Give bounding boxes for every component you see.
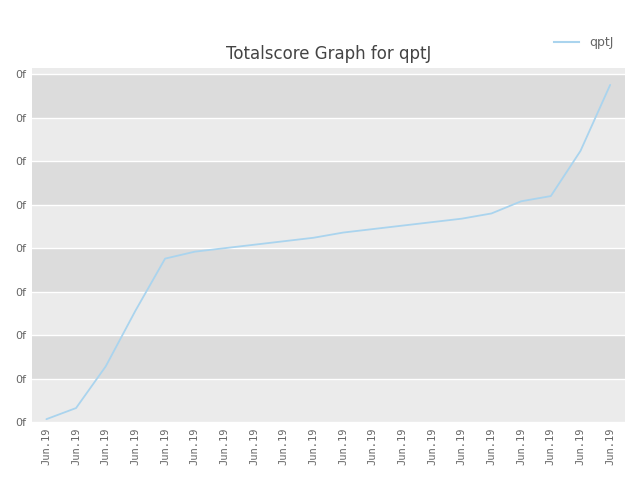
Bar [31,161,625,205]
Bar [31,335,625,379]
Bar [31,74,625,118]
Legend: qptJ: qptJ [549,31,619,54]
Bar [31,118,625,161]
Bar [31,379,625,422]
Bar [31,292,625,335]
Bar [31,205,625,248]
Title: Totalscore Graph for qptJ: Totalscore Graph for qptJ [225,45,431,63]
Bar [31,248,625,292]
